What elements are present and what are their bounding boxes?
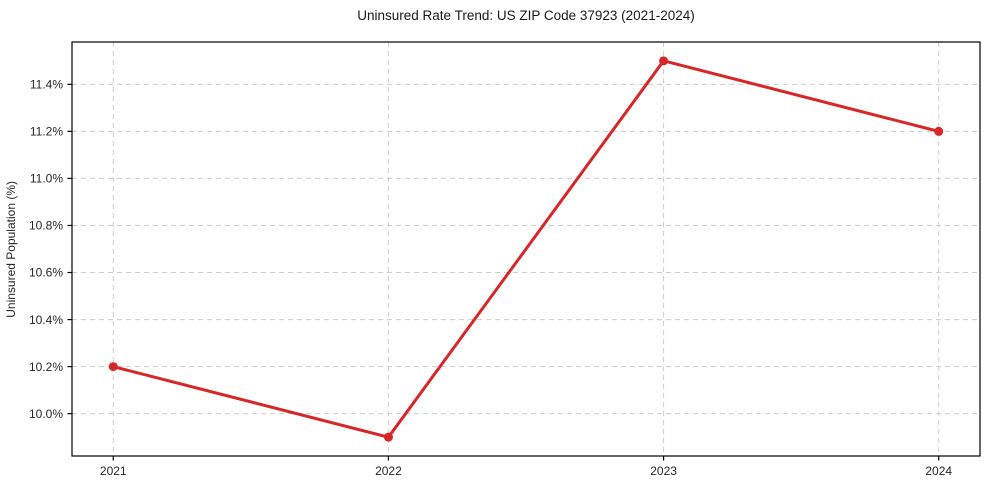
y-tick-label: 10.4% (29, 313, 63, 327)
data-point (383, 432, 393, 442)
x-tick-label: 2024 (925, 464, 952, 478)
data-point (934, 126, 944, 136)
y-tick-label: 10.8% (29, 219, 63, 233)
y-tick-label: 11.4% (30, 78, 63, 92)
y-tick-label: 10.0% (29, 407, 63, 421)
data-point (108, 362, 118, 372)
y-tick-label: 10.2% (29, 360, 63, 374)
x-tick-label: 2022 (375, 464, 402, 478)
chart-line (111, 59, 941, 439)
y-tick-label: 10.6% (29, 266, 63, 280)
data-point (659, 56, 669, 66)
axes-box (71, 41, 981, 457)
chart-title: Uninsured Rate Trend: US ZIP Code 37923 … (357, 8, 695, 23)
x-tick-label: 2023 (650, 464, 677, 478)
x-tick-label: 2021 (100, 464, 127, 478)
y-tick-label: 11.2% (30, 125, 63, 139)
y-tick-label: 11.0% (30, 172, 63, 186)
